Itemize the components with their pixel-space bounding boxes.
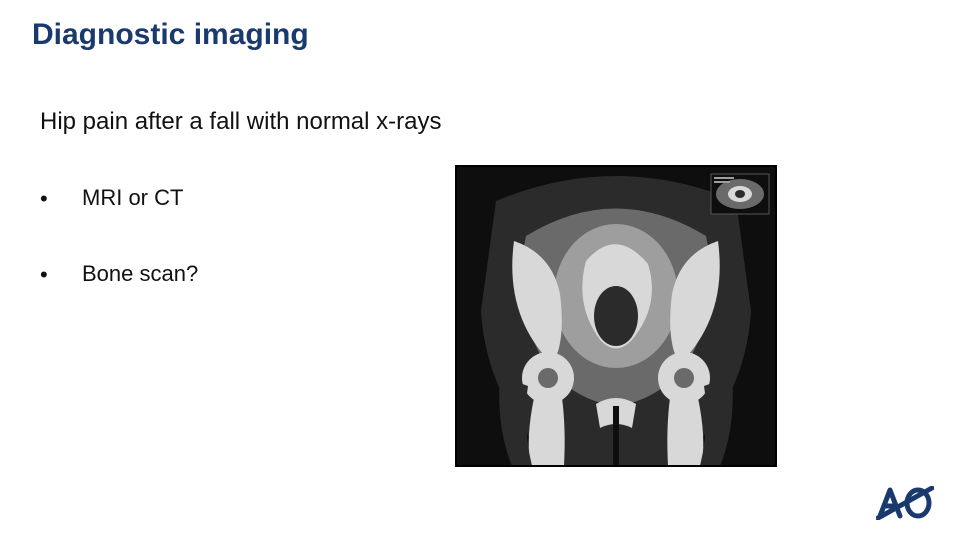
bullet-text: MRI or CT <box>82 185 183 211</box>
bullet-marker: • <box>40 261 68 289</box>
bullet-item: • Bone scan? <box>40 261 420 289</box>
slide: Diagnostic imaging Hip pain after a fall… <box>0 0 960 540</box>
slide-title: Diagnostic imaging <box>32 18 309 52</box>
mri-image <box>455 165 777 467</box>
bullet-list: • MRI or CT • Bone scan? <box>40 185 420 337</box>
slide-subtitle: Hip pain after a fall with normal x-rays <box>40 108 441 136</box>
bullet-marker: • <box>40 185 68 213</box>
ao-logo <box>876 486 934 520</box>
bullet-item: • MRI or CT <box>40 185 420 213</box>
bullet-text: Bone scan? <box>82 261 198 287</box>
